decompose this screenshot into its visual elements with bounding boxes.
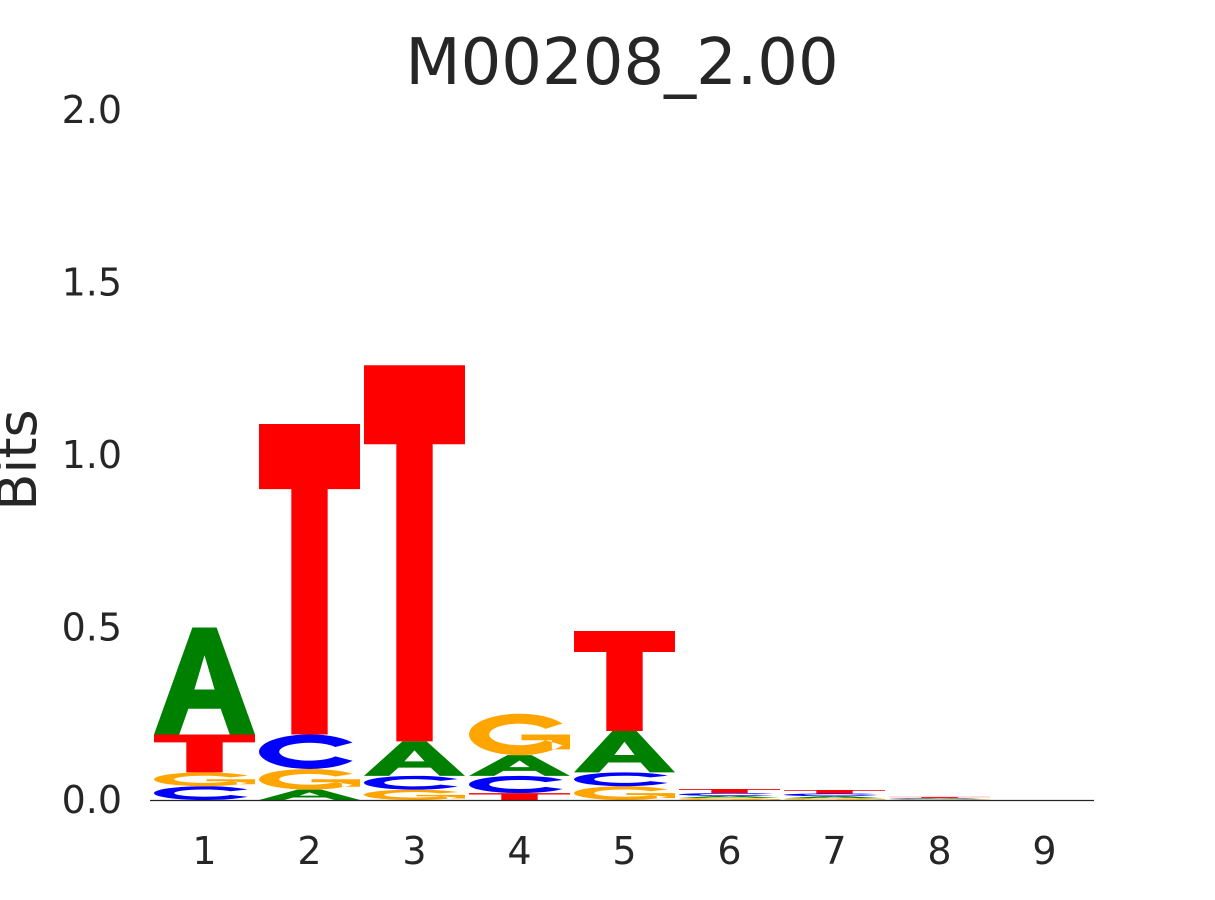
y-tick-label: 0.0 bbox=[62, 778, 122, 822]
x-tick-label: 5 bbox=[612, 829, 636, 873]
y-axis-label: Bits bbox=[0, 409, 49, 510]
x-tick-label: 7 bbox=[822, 829, 846, 873]
logo-stack-position-1 bbox=[154, 627, 255, 801]
logo-stack-position-2 bbox=[258, 423, 360, 800]
logo-stack-position-6 bbox=[678, 788, 780, 801]
logo-letter-T bbox=[889, 796, 990, 798]
logo-letter-T bbox=[364, 365, 465, 742]
logo-letter-A bbox=[364, 741, 465, 776]
x-tick-label: 6 bbox=[717, 829, 741, 873]
logo-letter-C bbox=[468, 775, 563, 794]
logo-letter-C bbox=[574, 772, 668, 787]
x-tick-label: 9 bbox=[1032, 829, 1056, 873]
x-axis: 1 2 3 4 5 6 7 8 9 bbox=[192, 829, 1056, 873]
logo-stack-position-7 bbox=[784, 790, 885, 800]
logo-letter-G bbox=[468, 713, 570, 756]
y-tick-label: 0.5 bbox=[62, 606, 122, 650]
logo-letter-G bbox=[363, 789, 465, 801]
logo-letter-A bbox=[889, 798, 990, 800]
logo-letter-G bbox=[154, 772, 255, 787]
logo-letter-T bbox=[784, 790, 885, 794]
logo-letter-T bbox=[469, 793, 570, 800]
logo-letter-C bbox=[154, 786, 248, 801]
y-tick-label: 1.0 bbox=[62, 433, 122, 477]
logo-letter-C bbox=[364, 775, 458, 790]
logo-letter-C bbox=[784, 793, 878, 797]
logo-letter-T bbox=[259, 423, 360, 735]
logo-letter-G bbox=[574, 786, 675, 801]
logo-letter-G bbox=[889, 799, 990, 801]
x-tick-label: 8 bbox=[927, 829, 951, 873]
logo-letter-A bbox=[784, 796, 885, 799]
logo-letter-G bbox=[679, 797, 780, 801]
logo-stacks bbox=[154, 365, 990, 801]
logo-letter-A bbox=[154, 627, 255, 735]
logo-stack-position-8 bbox=[889, 796, 990, 801]
logo-letter-T bbox=[574, 630, 675, 731]
logo-letter-C bbox=[259, 734, 353, 769]
y-tick-label: 2.0 bbox=[62, 88, 122, 132]
logo-letter-A bbox=[679, 795, 780, 798]
logo-stack-position-3 bbox=[363, 365, 465, 801]
y-tick-label: 1.5 bbox=[62, 261, 122, 305]
logo-letter-G bbox=[784, 798, 885, 800]
logo-letter-C bbox=[889, 797, 983, 799]
logo-letter-A bbox=[469, 755, 570, 776]
logo-letter-C bbox=[678, 793, 773, 796]
chart-title: M00208_2.00 bbox=[405, 26, 838, 100]
logo-letter-T bbox=[679, 788, 780, 794]
logo-letter-T bbox=[154, 734, 255, 773]
x-tick-label: 3 bbox=[402, 829, 426, 873]
logo-stack-position-5 bbox=[574, 630, 675, 801]
y-axis: 0.0 0.5 1.0 1.5 2.0 bbox=[62, 88, 122, 822]
x-tick-label: 1 bbox=[192, 829, 216, 873]
logo-letter-A bbox=[574, 731, 675, 773]
x-tick-label: 2 bbox=[297, 829, 321, 873]
logo-letter-A bbox=[259, 789, 360, 800]
x-tick-label: 4 bbox=[507, 829, 531, 873]
logo-letter-G bbox=[258, 768, 360, 790]
logo-stack-position-4 bbox=[468, 713, 570, 800]
